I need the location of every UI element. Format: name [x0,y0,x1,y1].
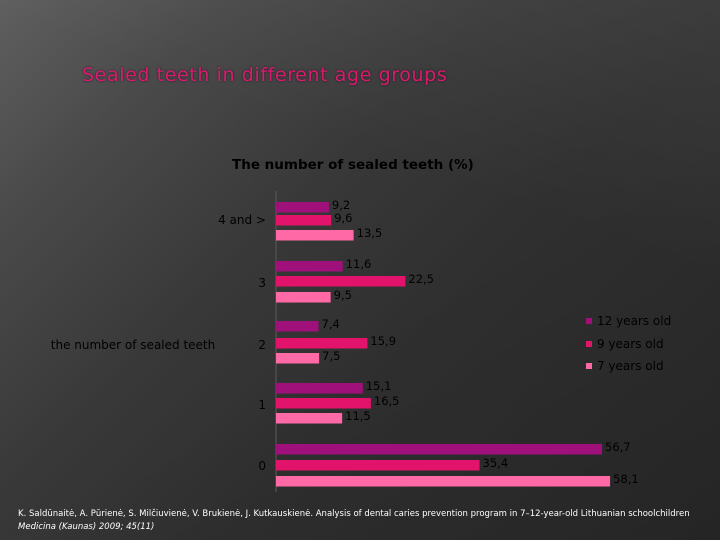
data-label: 16,5 [374,394,400,408]
data-label: 7,4 [322,317,340,331]
citation: K. Saldūnaitė, A. Pūrienė, S. Milčiuvien… [18,508,718,534]
category-label: 2 [258,338,266,352]
chart-title: The number of sealed teeth (%) [232,157,474,173]
bar [276,321,319,332]
slide-title: Sealed teeth in different age groups [82,64,448,86]
data-label: 35,4 [483,456,509,470]
citation-journal: Medicina (Kaunas) 2009; 45(11) [18,522,155,532]
data-label: 9,2 [332,198,350,212]
bar [276,413,343,424]
bar [276,476,611,487]
data-label: 22,5 [408,272,434,286]
bar [276,230,354,241]
data-label: 58,1 [613,472,639,486]
bar [276,444,603,455]
bar [276,202,329,213]
bar [276,261,343,272]
legend-swatch-9-years [586,341,592,347]
data-label: 15,9 [370,334,396,348]
bar [276,460,480,471]
category-label: 3 [258,276,266,290]
data-label: 15,1 [366,379,392,393]
category-label: 4 and > [218,213,266,227]
bar [276,398,371,409]
legend-swatch-7-years [586,363,592,369]
bar [276,338,368,349]
bar [276,292,331,303]
legend-label-7-years: 7 years old [597,359,664,373]
data-label: 9,5 [334,288,352,302]
data-label: 56,7 [605,440,631,454]
bar [276,215,332,226]
bar [276,383,363,394]
data-label: 7,5 [322,349,340,363]
legend-label-9-years: 9 years old [597,337,664,351]
bar [276,276,406,287]
data-label: 11,6 [346,257,372,271]
category-label: 0 [258,459,266,473]
citation-authors: K. Saldūnaitė, A. Pūrienė, S. Milčiuvien… [18,509,690,519]
legend-swatch-12-years [586,318,592,324]
y-axis-title: the number of sealed teeth [51,338,215,352]
legend-label-12-years: 12 years old [597,314,672,328]
data-label: 9,6 [334,211,352,225]
data-label: 11,5 [345,409,371,423]
category-label: 1 [258,398,266,412]
data-label: 13,5 [357,226,383,240]
bar [276,353,320,364]
